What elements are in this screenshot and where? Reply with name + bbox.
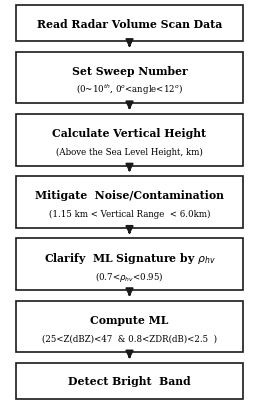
Text: Read Radar Volume Scan Data: Read Radar Volume Scan Data — [37, 19, 222, 30]
Text: (25<Z(dBZ)<47  & 0.8<ZDR(dB)<2.5  ): (25<Z(dBZ)<47 & 0.8<ZDR(dB)<2.5 ) — [42, 334, 217, 343]
Text: (0~10$^{th}$, 0$^{o}$<angle<12$^{o}$): (0~10$^{th}$, 0$^{o}$<angle<12$^{o}$) — [76, 82, 183, 97]
Text: Detect Bright  Band: Detect Bright Band — [68, 375, 191, 386]
Text: (0.7<$\rho_{hv}$<0.95): (0.7<$\rho_{hv}$<0.95) — [95, 269, 164, 283]
Text: (1.15 km < Vertical Range  < 6.0km): (1.15 km < Vertical Range < 6.0km) — [49, 209, 210, 218]
FancyBboxPatch shape — [16, 6, 243, 42]
FancyBboxPatch shape — [16, 363, 243, 399]
FancyBboxPatch shape — [16, 52, 243, 104]
FancyBboxPatch shape — [16, 115, 243, 166]
Text: Calculate Vertical Height: Calculate Vertical Height — [52, 128, 207, 139]
Text: Mitigate  Noise/Contamination: Mitigate Noise/Contamination — [35, 190, 224, 201]
Text: Compute ML: Compute ML — [90, 314, 169, 325]
Text: Set Sweep Number: Set Sweep Number — [72, 66, 187, 77]
FancyBboxPatch shape — [16, 301, 243, 353]
Text: (Above the Sea Level Height, km): (Above the Sea Level Height, km) — [56, 147, 203, 156]
Text: Clarify  ML Signature by $\rho_{hv}$: Clarify ML Signature by $\rho_{hv}$ — [44, 250, 215, 265]
FancyBboxPatch shape — [16, 239, 243, 290]
FancyBboxPatch shape — [16, 177, 243, 228]
